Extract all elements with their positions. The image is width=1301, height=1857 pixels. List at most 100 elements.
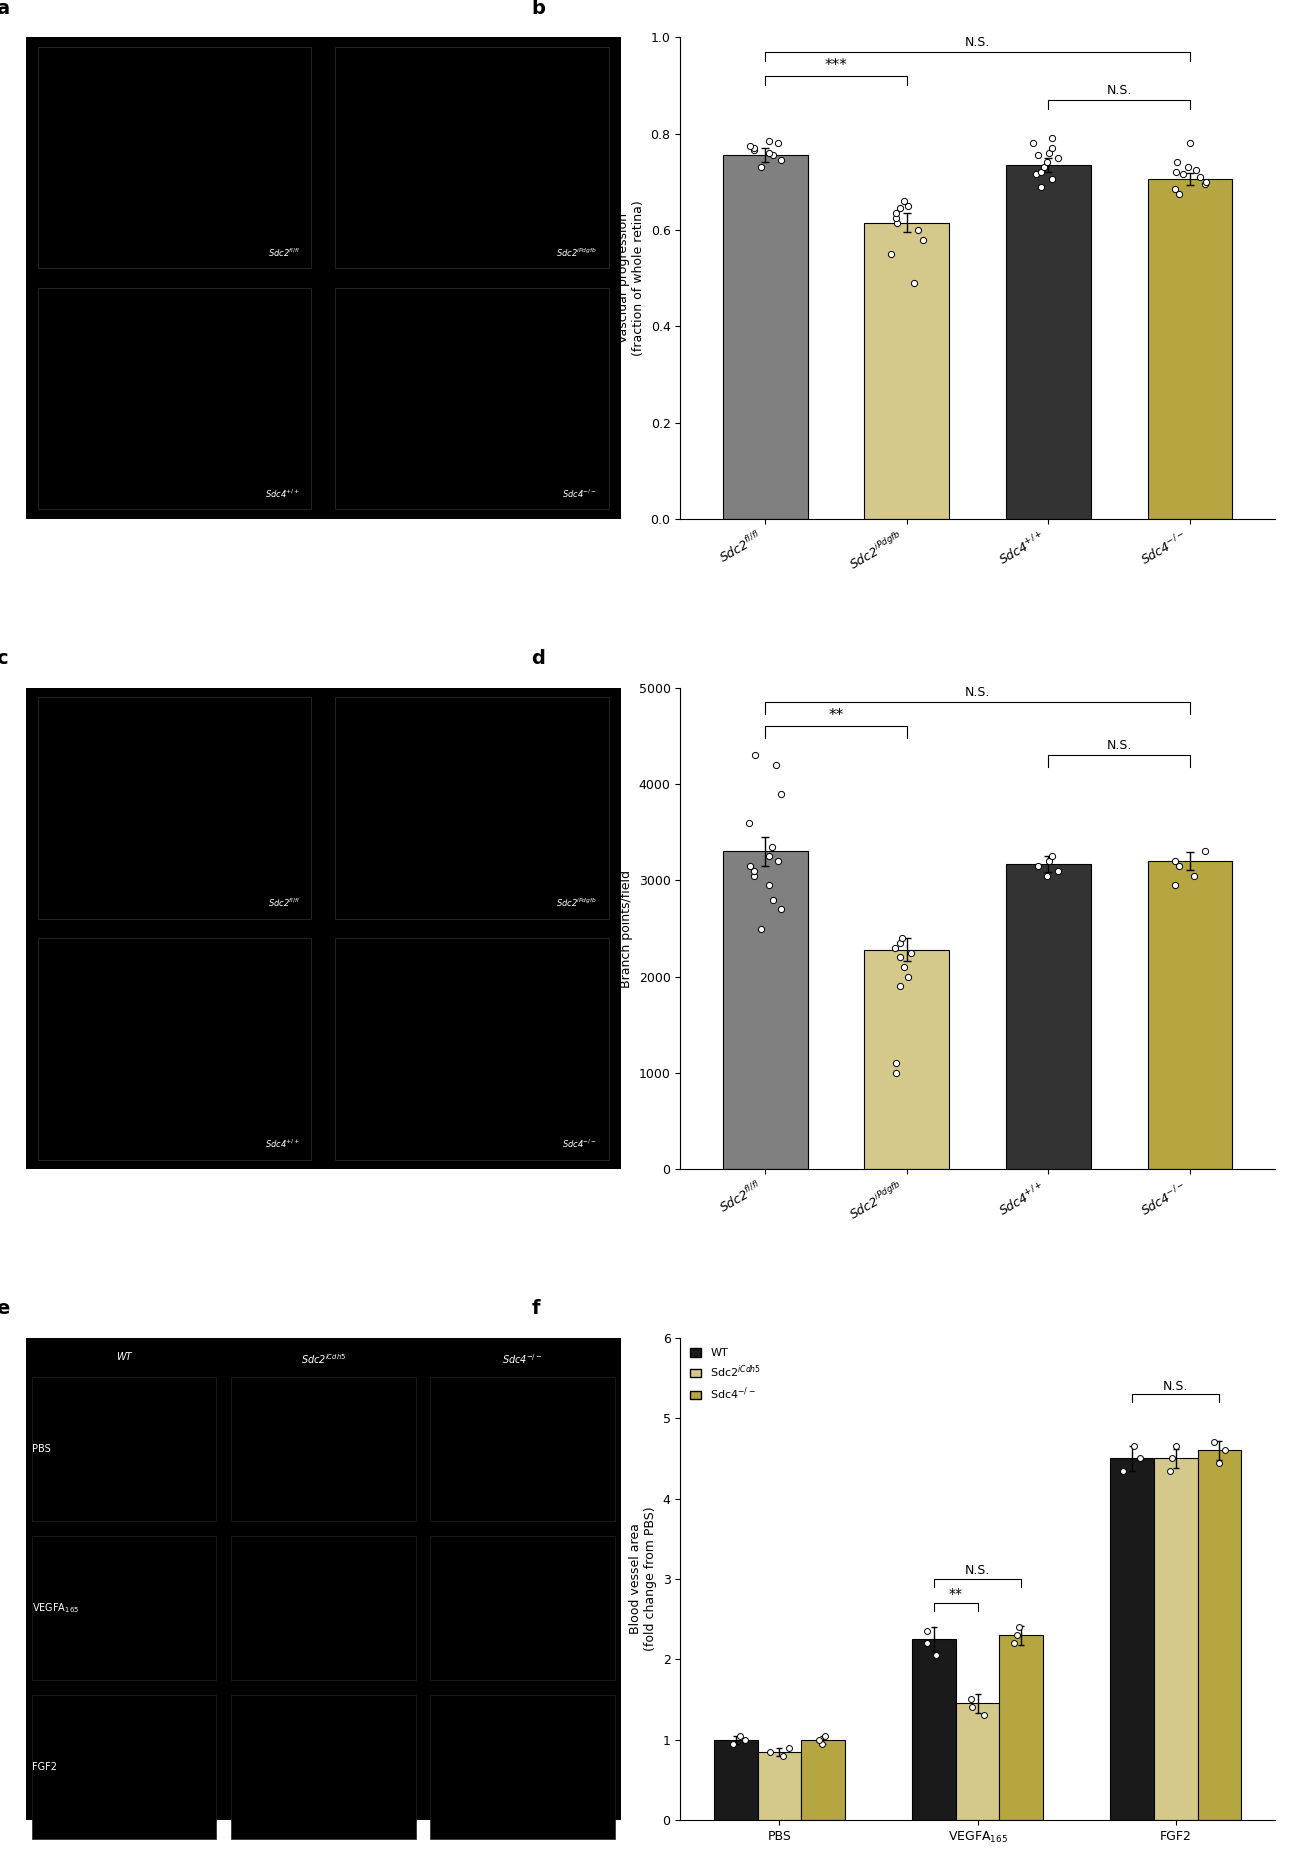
Point [898, 962, 919, 992]
Text: N.S.: N.S. [1163, 1380, 1189, 1393]
Point [973, 1701, 994, 1731]
Point [1038, 137, 1059, 167]
Point [1008, 1612, 1029, 1642]
Point [1164, 175, 1185, 204]
Point [770, 778, 791, 808]
Point [886, 1058, 907, 1088]
Bar [864, 949, 950, 1170]
Text: N.S.: N.S. [1107, 739, 1132, 752]
Bar [33, 1376, 216, 1521]
Point [890, 971, 911, 1001]
Y-axis label: Branch points/field: Branch points/field [621, 869, 634, 988]
Bar [757, 1751, 801, 1820]
Point [743, 860, 764, 890]
Point [890, 928, 911, 958]
Text: e: e [0, 1300, 9, 1318]
Point [1047, 143, 1068, 173]
Point [925, 1640, 946, 1669]
Point [1033, 152, 1054, 182]
Point [766, 750, 787, 780]
Bar [1006, 864, 1092, 1170]
Point [723, 1729, 744, 1759]
Y-axis label: Blood vessel area
(fold change from PBS): Blood vessel area (fold change from PBS) [628, 1506, 657, 1651]
Point [879, 240, 900, 269]
Point [760, 1736, 781, 1766]
Point [894, 186, 915, 215]
Bar [1111, 1458, 1154, 1820]
Bar [912, 1640, 956, 1820]
Point [1194, 836, 1215, 865]
Point [751, 914, 771, 943]
Point [961, 1684, 982, 1714]
Point [898, 191, 919, 221]
Point [1042, 123, 1063, 152]
Point [890, 943, 911, 973]
Point [758, 871, 779, 901]
Point [1168, 851, 1189, 880]
Point [758, 137, 779, 167]
Point [1167, 147, 1188, 176]
Point [1042, 165, 1063, 195]
Point [814, 1721, 835, 1751]
Point [917, 1629, 938, 1658]
Bar [336, 696, 609, 919]
Point [1190, 162, 1211, 191]
Point [743, 134, 764, 163]
Text: N.S.: N.S. [965, 35, 990, 48]
Bar [33, 1536, 216, 1681]
Point [1166, 158, 1187, 188]
Point [1124, 1432, 1145, 1461]
Point [1164, 871, 1185, 901]
Bar [38, 938, 311, 1161]
Point [1194, 169, 1215, 199]
Bar [232, 1695, 415, 1838]
Point [1184, 860, 1205, 890]
Bar [431, 1376, 615, 1521]
Point [886, 208, 907, 238]
Point [778, 1733, 799, 1762]
Bar [723, 851, 808, 1170]
Text: Sdc4$^{-/-}$: Sdc4$^{-/-}$ [502, 1352, 543, 1367]
Point [1164, 847, 1185, 877]
Point [886, 1049, 907, 1079]
Point [1041, 841, 1062, 871]
Point [1159, 1456, 1180, 1486]
Point [808, 1725, 829, 1755]
Point [745, 741, 766, 771]
Text: Sdc4$^{-/-}$: Sdc4$^{-/-}$ [562, 487, 597, 500]
Bar [38, 46, 311, 269]
Point [1047, 856, 1068, 886]
Text: Sdc4$^{-/-}$: Sdc4$^{-/-}$ [562, 1138, 597, 1149]
Text: FGF2: FGF2 [33, 1762, 57, 1772]
Bar [714, 1740, 757, 1820]
Point [1168, 178, 1189, 208]
Bar [431, 1536, 615, 1681]
Point [886, 202, 907, 232]
Point [1196, 167, 1216, 197]
Point [770, 145, 791, 175]
Text: **: ** [948, 1588, 963, 1601]
Point [1041, 134, 1062, 163]
Text: ***: *** [825, 58, 847, 72]
Text: c: c [0, 650, 8, 669]
Y-axis label: Vascluar progression
(fraction of whole retina): Vascluar progression (fraction of whole … [617, 201, 645, 357]
Point [1215, 1435, 1236, 1465]
Text: Sdc2$^{fl/fl}$: Sdc2$^{fl/fl}$ [268, 247, 299, 258]
Point [1174, 160, 1194, 189]
Point [1038, 847, 1059, 877]
Bar [336, 46, 609, 269]
Legend: WT, Sdc2$^{iCdh5}$, Sdc4$^{-/-}$: WT, Sdc2$^{iCdh5}$, Sdc4$^{-/-}$ [686, 1344, 766, 1408]
Text: d: d [532, 650, 545, 669]
Text: Sdc2$^{fl/fl}$: Sdc2$^{fl/fl}$ [268, 897, 299, 910]
Text: N.S.: N.S. [965, 1564, 990, 1577]
Point [1203, 1428, 1224, 1458]
Point [758, 841, 779, 871]
Point [1030, 158, 1051, 188]
Text: N.S.: N.S. [965, 685, 990, 698]
Text: VEGFA$_{165}$: VEGFA$_{165}$ [33, 1601, 79, 1616]
Point [885, 932, 905, 962]
Point [768, 847, 788, 877]
Point [917, 1616, 938, 1645]
Point [894, 953, 915, 982]
Bar [1147, 180, 1232, 518]
